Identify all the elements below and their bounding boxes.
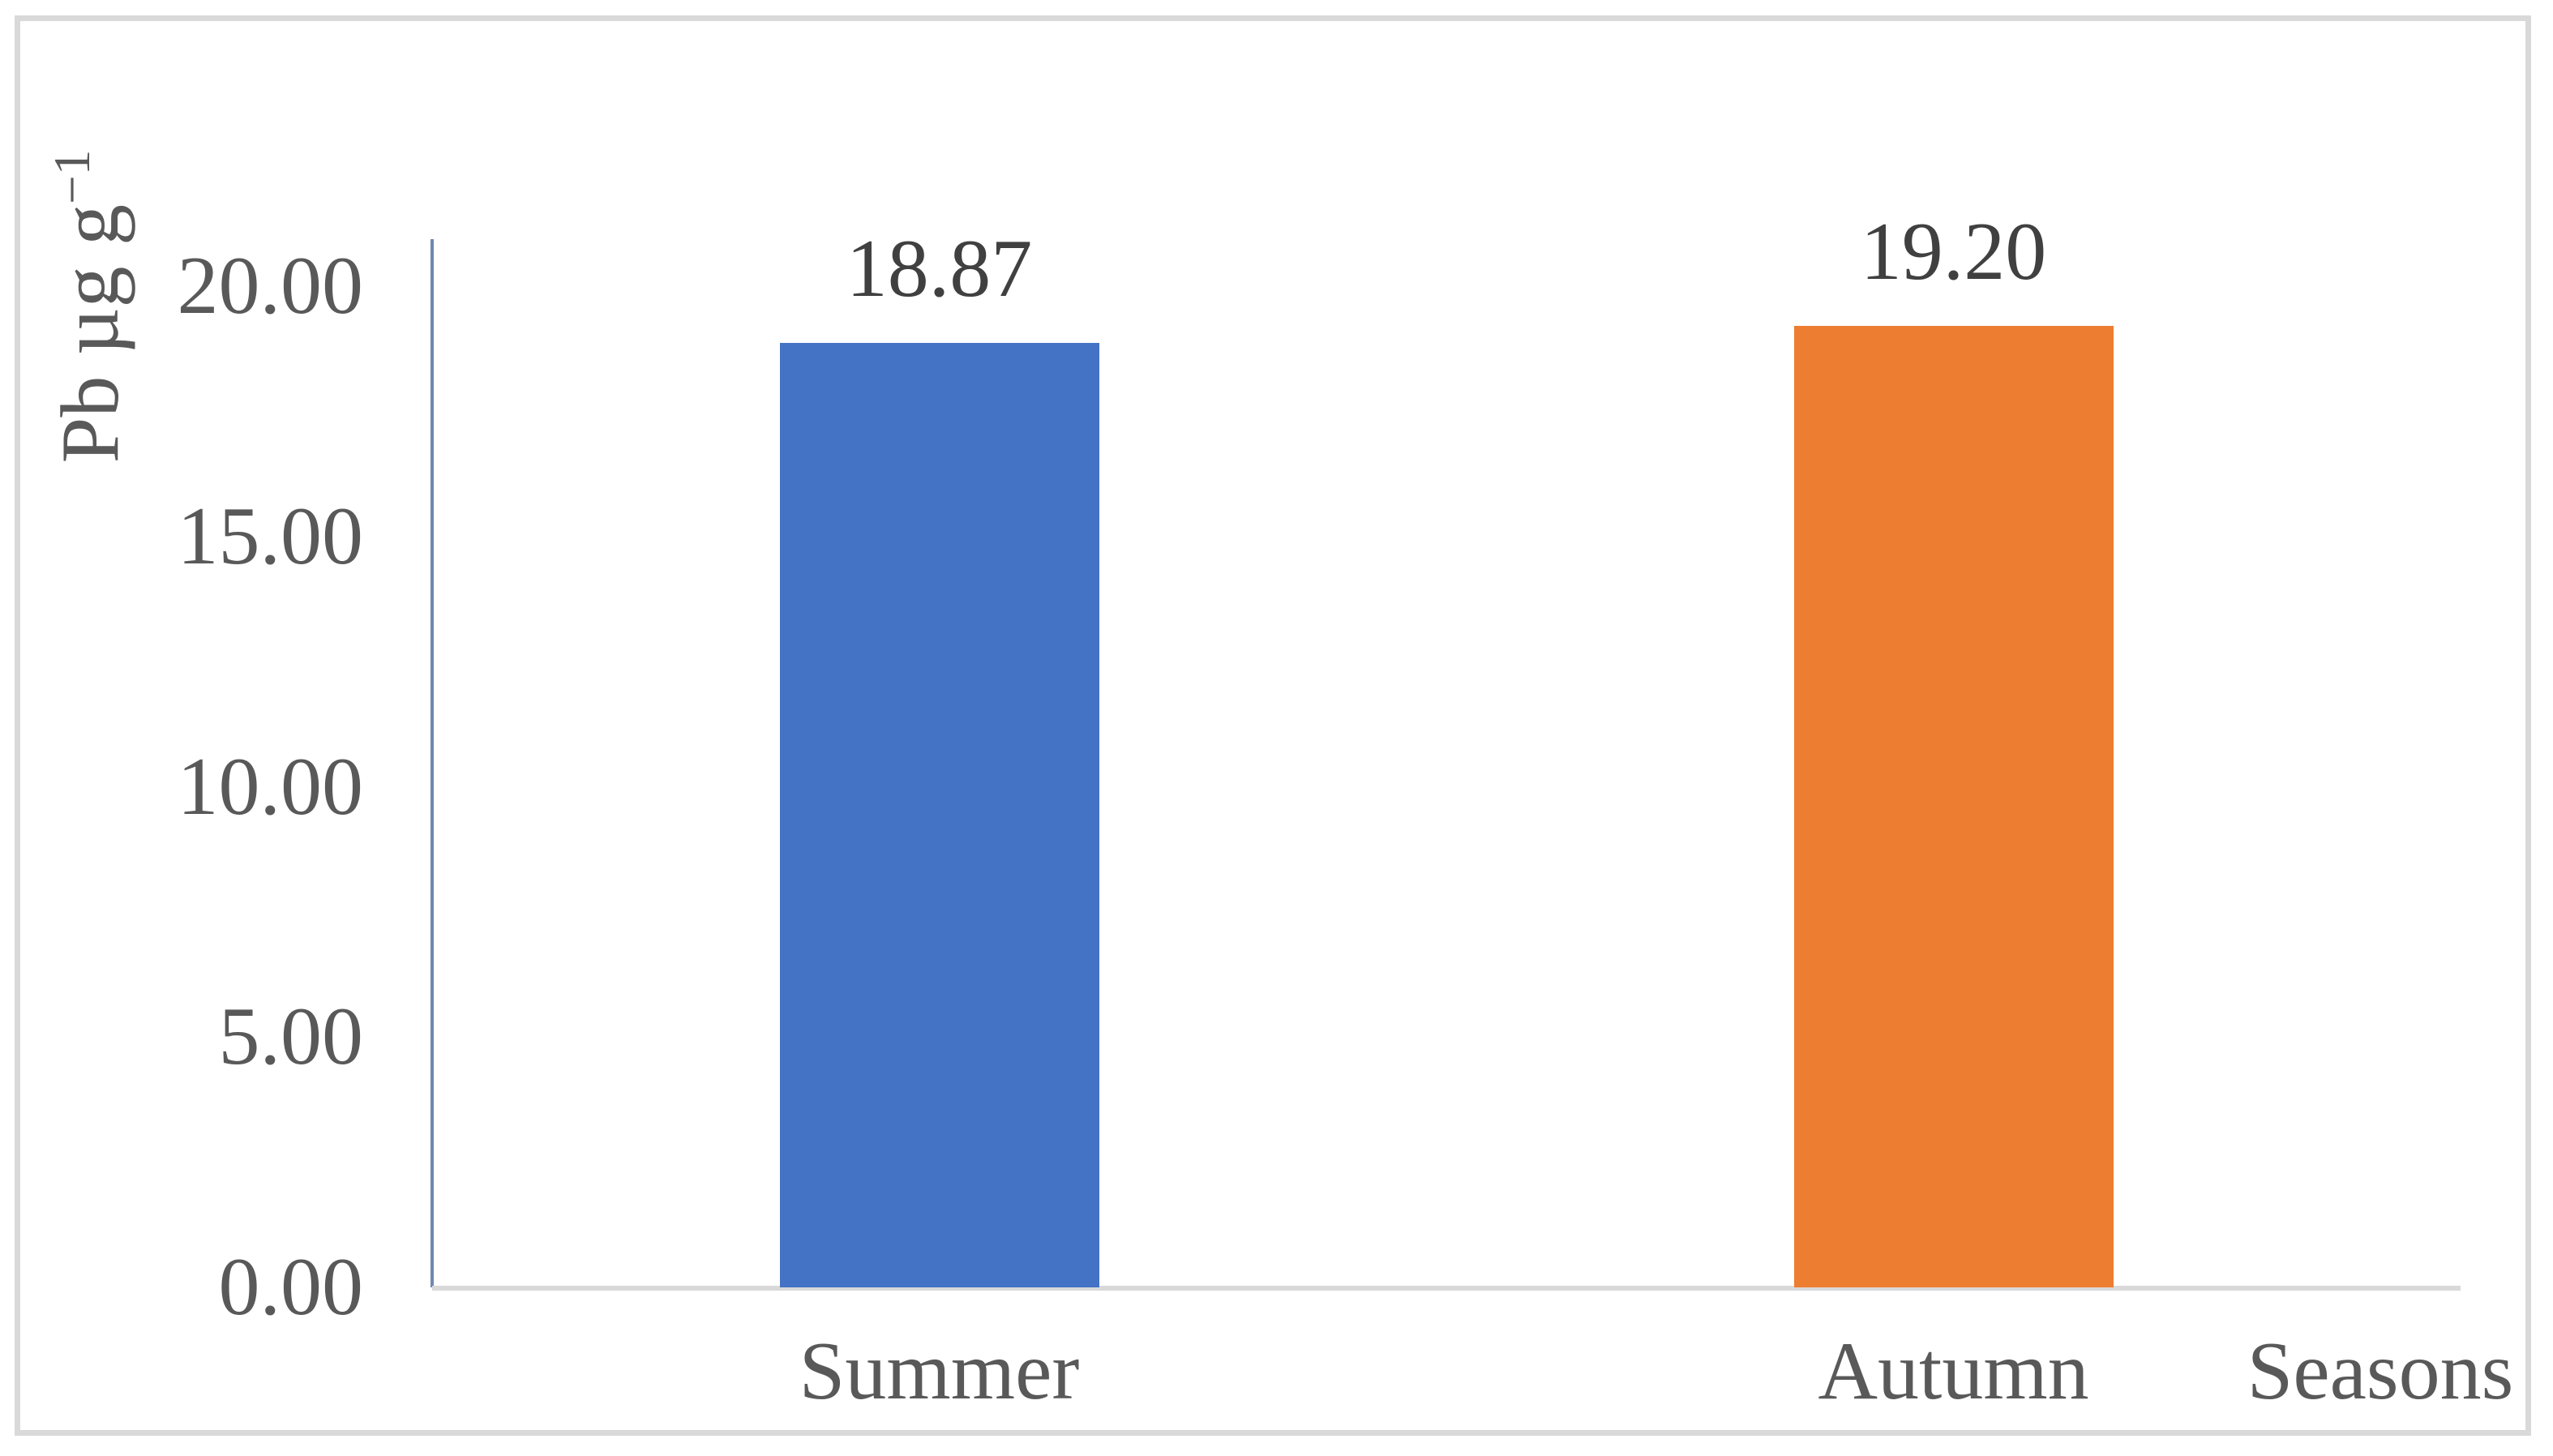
category-label-summer: Summer (799, 1325, 1080, 1417)
data-label-summer: 18.87 (846, 222, 1033, 315)
bar-autumn (1793, 326, 2114, 1287)
category-label-autumn: Autumn (1818, 1325, 2089, 1417)
x-axis-baseline (432, 1286, 2461, 1291)
y-tick-label: 10.00 (177, 740, 364, 833)
x-axis-title: Seasons (2247, 1325, 2514, 1417)
y-tick-label: 20.00 (177, 240, 364, 332)
data-label-autumn: 19.20 (1860, 206, 2047, 298)
y-tick-label: 5.00 (218, 991, 364, 1083)
y-axis-title-superscript: −1 (44, 149, 101, 204)
y-axis-line (430, 239, 434, 1287)
bar-summer (779, 342, 1099, 1287)
y-tick-label: 15.00 (177, 490, 364, 582)
y-axis-title-text: Pb µg g (45, 203, 136, 464)
y-tick-label: 0.00 (218, 1241, 364, 1333)
